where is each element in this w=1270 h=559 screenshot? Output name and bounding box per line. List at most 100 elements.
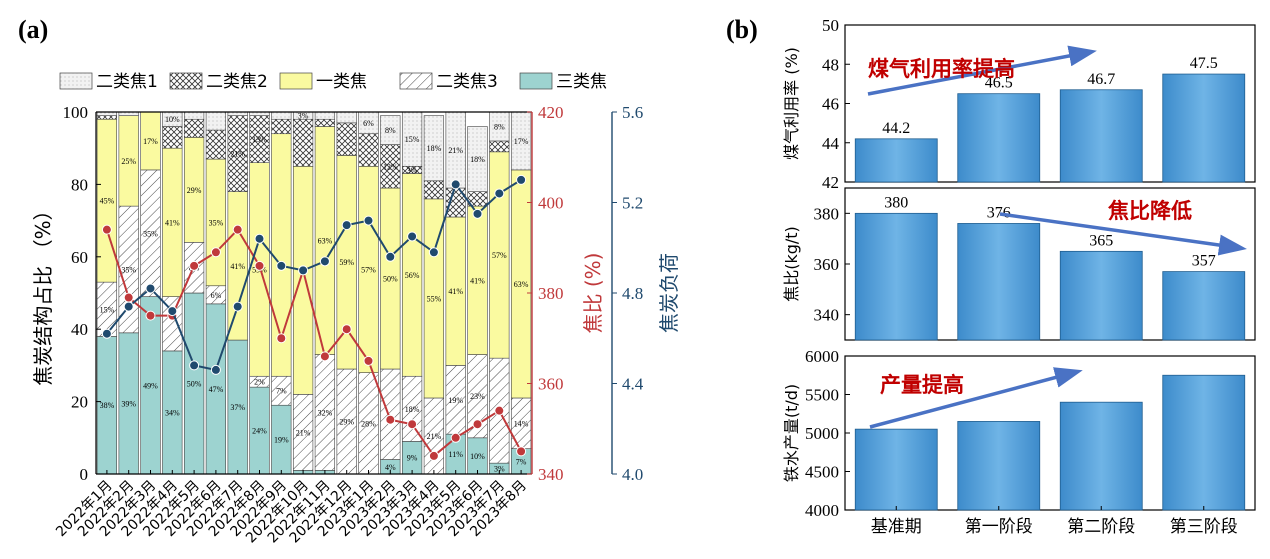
- bar-value-label: 28%: [361, 419, 376, 428]
- bar-value-label: 63%: [318, 237, 333, 246]
- bar-value-label: 35%: [209, 218, 224, 227]
- legend-label: 一类焦: [316, 72, 367, 92]
- bar-value-label: 37%: [230, 403, 245, 412]
- bar: [957, 93, 1041, 183]
- line-point: [516, 174, 527, 185]
- bar-value-label: 47%: [209, 385, 224, 394]
- bar-value-label: 380: [884, 194, 908, 211]
- bar-value-label: 59%: [339, 258, 354, 267]
- x-tick-label: 第三阶段: [1170, 517, 1238, 537]
- bar-segment: [205, 111, 227, 131]
- line-point: [254, 233, 265, 244]
- y-tick-label: 40: [71, 320, 88, 339]
- line-point: [101, 328, 112, 339]
- bar-value-label: 39%: [121, 399, 136, 408]
- line-point: [123, 292, 134, 303]
- x-tick-label: 基准期: [871, 517, 922, 537]
- annotation-label: 煤气利用率提高: [868, 57, 1015, 81]
- y-tick-label-right1: 420: [538, 103, 564, 122]
- bar-value-label: 6%: [211, 291, 222, 300]
- bar-value-label: 18%: [405, 405, 420, 414]
- bar-value-label: 10%: [165, 115, 180, 124]
- line-point: [494, 188, 505, 199]
- y-tick-label: 42: [822, 173, 839, 192]
- y-tick-label: 360: [814, 255, 840, 274]
- line-point: [101, 224, 112, 235]
- bar-segment: [271, 118, 292, 135]
- bar-segment: [292, 118, 314, 167]
- line-point: [450, 432, 461, 443]
- bar-value-label: 25%: [121, 157, 136, 166]
- line-point: [276, 333, 287, 344]
- line-point: [145, 283, 156, 294]
- x-tick-label: 第一阶段: [965, 517, 1033, 537]
- bar-value-label: 8%: [494, 122, 505, 131]
- bar-value-label: 376: [987, 204, 1011, 221]
- bar-segment: [380, 115, 401, 145]
- y-tick-label: 50: [822, 16, 839, 35]
- y-tick-label: 80: [71, 175, 88, 194]
- bar-value-label: 365: [1089, 232, 1113, 249]
- bar-value-label: 41%: [230, 262, 245, 271]
- y-tick-label-right2: 4.8: [622, 284, 643, 303]
- bar-segment: [336, 122, 357, 156]
- bar-segment: [423, 115, 445, 182]
- trend-arrow: [999, 212, 1247, 256]
- y-tick-label-right2: 5.2: [622, 194, 643, 213]
- trend-arrow: [867, 45, 1097, 96]
- bar-segment: [467, 126, 488, 192]
- bar-value-label: 7%: [276, 387, 287, 396]
- line-point: [385, 414, 396, 425]
- y-tick-label: 60: [71, 248, 88, 267]
- legend-swatch: [279, 72, 313, 90]
- bar-segment: [96, 115, 118, 120]
- bar-value-label: 50%: [187, 380, 202, 389]
- bar-value-label: 57%: [361, 265, 376, 274]
- line-point: [407, 231, 418, 242]
- bar-segment: [336, 111, 357, 124]
- bar-segment: [183, 111, 205, 120]
- annotation-label: 产量提高: [880, 373, 964, 397]
- panel-b: 44.2 46.5 46.7 47.5 42 44 46 48 50 煤气利用率 (%) 煤气利用率…: [782, 16, 1256, 537]
- bar-value-label: 57%: [492, 251, 507, 260]
- bar-value-label: 21%: [230, 150, 245, 159]
- bar-segment: [162, 126, 183, 149]
- bar-segment: [205, 129, 227, 160]
- bar-value-label: 29%: [187, 186, 202, 195]
- bar: [1059, 250, 1143, 341]
- bar-value-label: 9%: [407, 454, 418, 463]
- bar-value-label: 19%: [448, 396, 463, 405]
- bar: [1162, 73, 1246, 183]
- bar-value-label: 35%: [121, 265, 136, 274]
- line-point: [145, 310, 156, 321]
- bar-value-label: 10%: [470, 452, 485, 461]
- bar-value-label: 11%: [449, 450, 464, 459]
- y-tick-label-right2: 5.6: [622, 103, 643, 122]
- bar-value-label: 35%: [143, 229, 158, 238]
- y-tick-label: 46: [822, 95, 839, 114]
- y-tick-label-right2: 4.0: [622, 465, 643, 484]
- bar-value-label: 14%: [514, 419, 529, 428]
- legend-swatch: [59, 72, 93, 90]
- y-tick-label-right1: 360: [538, 375, 564, 394]
- line-point: [472, 208, 483, 219]
- bar-value-label: 7%: [516, 457, 527, 466]
- bar-value-label: 21%: [448, 146, 463, 155]
- bar-value-label: 46.5: [985, 75, 1013, 92]
- y-tick-label-right1: 340: [538, 465, 564, 484]
- bar-value-label: 46.7: [1087, 71, 1115, 88]
- y-tick-label: 100: [63, 103, 89, 122]
- line-point: [341, 220, 352, 231]
- line-point: [494, 405, 505, 416]
- bar-value-label: 29%: [339, 418, 354, 427]
- y-tick-label: 6000: [805, 347, 839, 366]
- y-tick-label: 0: [80, 465, 89, 484]
- y-axis-title-right1: 焦比 (%): [581, 253, 605, 334]
- y-tick-label-right1: 380: [538, 284, 564, 303]
- legend-swatch: [519, 72, 553, 90]
- line-series-coke-load: [106, 179, 522, 372]
- line-point: [319, 256, 330, 267]
- bar-value-label: 63%: [514, 280, 529, 289]
- y-axis-title-left: 焦炭结构占比 （%）: [31, 200, 55, 385]
- line-point: [385, 251, 396, 262]
